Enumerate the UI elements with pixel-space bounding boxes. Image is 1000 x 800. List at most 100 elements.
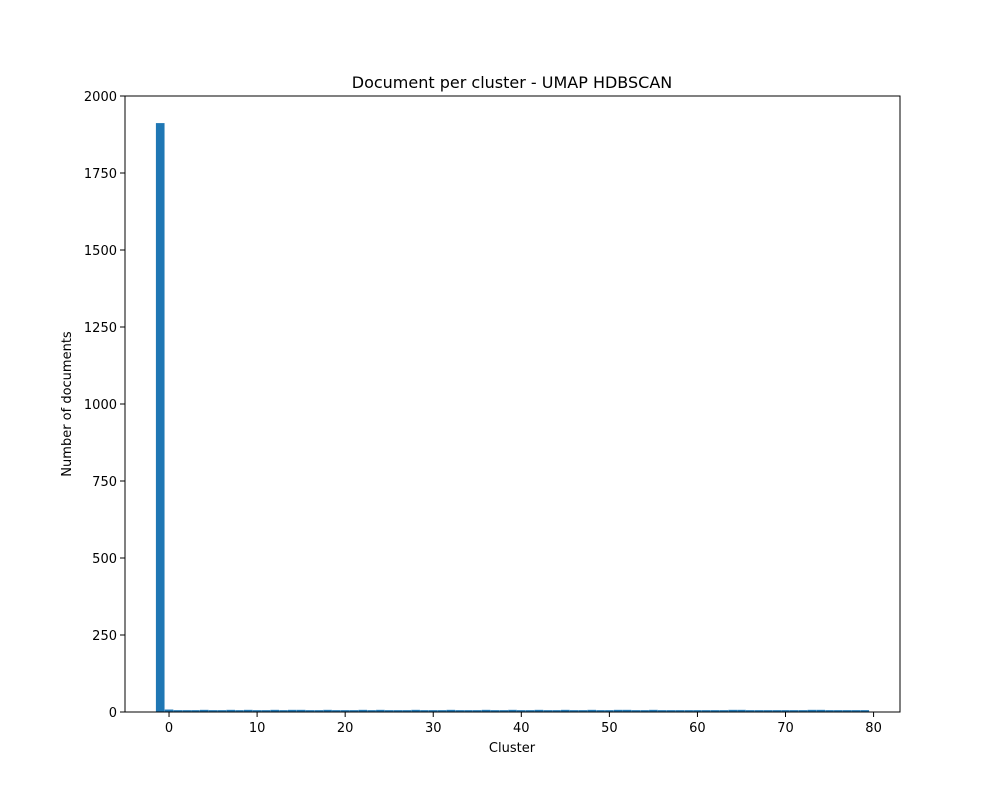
x-tick-label: 20 bbox=[337, 721, 354, 736]
bar-cluster-9 bbox=[243, 709, 253, 712]
bars-group bbox=[155, 123, 870, 713]
bar-cluster-34 bbox=[464, 710, 473, 712]
bar-cluster-15 bbox=[296, 709, 306, 712]
bar-cluster-20 bbox=[340, 710, 350, 712]
bar-cluster-44 bbox=[552, 710, 561, 712]
chart-title: Document per cluster - UMAP HDBSCAN bbox=[352, 73, 672, 92]
bar-cluster-37 bbox=[490, 710, 500, 712]
bar-cluster-55 bbox=[649, 709, 658, 712]
x-tick-label: 70 bbox=[777, 721, 794, 736]
bar-cluster-45 bbox=[561, 709, 570, 712]
bar-cluster-79 bbox=[860, 710, 870, 712]
bar-cluster-14 bbox=[288, 709, 297, 712]
bar-cluster-21 bbox=[349, 710, 359, 712]
x-axis-label: Cluster bbox=[489, 741, 536, 756]
bar-cluster-1 bbox=[173, 710, 183, 712]
bar-cluster-3 bbox=[191, 710, 200, 712]
bar-cluster-7 bbox=[226, 709, 235, 712]
x-tick-label: 60 bbox=[689, 721, 706, 736]
bar-cluster-63 bbox=[719, 710, 729, 712]
bar-cluster-22 bbox=[358, 709, 368, 712]
bar-cluster-43 bbox=[543, 710, 553, 712]
bar-cluster-60 bbox=[693, 710, 702, 712]
x-tick-label: 30 bbox=[425, 721, 442, 736]
y-tick-label: 1500 bbox=[84, 244, 117, 259]
bar-cluster-69 bbox=[772, 710, 782, 712]
bar-cluster-61 bbox=[701, 710, 711, 712]
x-tick-label: 50 bbox=[601, 721, 618, 736]
bar-cluster-65 bbox=[737, 709, 746, 712]
bar-cluster-0 bbox=[164, 709, 174, 712]
y-tick-label: 0 bbox=[109, 706, 117, 721]
plot-frame bbox=[124, 95, 901, 713]
bar-cluster-26 bbox=[393, 710, 403, 712]
bar-cluster-72 bbox=[798, 710, 808, 712]
x-axis-ticks: 0 10 20 30 40 50 60 70 80 bbox=[165, 712, 882, 736]
bar-cluster-47 bbox=[578, 710, 588, 712]
bar-cluster-46 bbox=[569, 710, 579, 712]
bar-cluster-36 bbox=[481, 709, 491, 712]
bar-cluster-40 bbox=[516, 710, 526, 712]
bar-cluster-77 bbox=[842, 710, 852, 712]
bar-cluster-49 bbox=[596, 710, 605, 712]
bar-cluster-50 bbox=[605, 710, 614, 712]
bar-cluster-13 bbox=[279, 710, 288, 712]
bar-cluster-12 bbox=[270, 709, 280, 712]
bar-cluster-68 bbox=[763, 710, 773, 712]
y-tick-label: 1000 bbox=[84, 398, 117, 413]
bar-cluster-31 bbox=[437, 710, 447, 712]
bar-cluster-17 bbox=[314, 710, 324, 712]
bar-cluster-64 bbox=[728, 709, 737, 712]
x-tick-label: 0 bbox=[165, 721, 173, 736]
bar-cluster-29 bbox=[420, 710, 429, 712]
bar-cluster-35 bbox=[472, 710, 482, 712]
bar-cluster-27 bbox=[402, 710, 412, 712]
bar-cluster-32 bbox=[446, 709, 456, 712]
bar-cluster-5 bbox=[208, 710, 218, 712]
bar-cluster--1 bbox=[155, 123, 165, 713]
bar-cluster-18 bbox=[323, 709, 332, 712]
y-tick-label: 250 bbox=[92, 629, 117, 644]
bar-cluster-19 bbox=[332, 710, 341, 712]
bar-cluster-52 bbox=[622, 709, 632, 712]
bar-cluster-74 bbox=[816, 709, 826, 712]
bar-cluster-42 bbox=[534, 709, 544, 712]
y-tick-label: 1750 bbox=[84, 167, 117, 182]
bar-cluster-24 bbox=[376, 709, 385, 712]
bar-cluster-75 bbox=[825, 710, 834, 712]
bar-cluster-57 bbox=[666, 710, 676, 712]
y-tick-label: 500 bbox=[92, 552, 117, 567]
bar-cluster-2 bbox=[182, 710, 191, 712]
bar-cluster-39 bbox=[508, 709, 517, 712]
bar-cluster-38 bbox=[499, 710, 509, 712]
bar-cluster-11 bbox=[261, 710, 271, 712]
y-tick-label: 750 bbox=[92, 475, 117, 490]
bar-cluster-8 bbox=[235, 710, 244, 712]
bar-cluster-71 bbox=[790, 710, 799, 712]
bar-cluster-62 bbox=[710, 710, 720, 712]
bar-cluster-51 bbox=[613, 709, 623, 712]
bar-cluster-54 bbox=[640, 710, 649, 712]
bar-cluster-76 bbox=[834, 710, 843, 712]
bar-cluster-59 bbox=[684, 710, 693, 712]
bar-cluster-73 bbox=[807, 709, 817, 712]
bar-cluster-33 bbox=[455, 710, 464, 712]
bar-cluster-23 bbox=[367, 710, 376, 712]
x-tick-label: 80 bbox=[865, 721, 882, 736]
bar-cluster-25 bbox=[384, 710, 394, 712]
bar-cluster-58 bbox=[675, 710, 685, 712]
x-tick-label: 10 bbox=[249, 721, 266, 736]
bar-cluster-4 bbox=[199, 709, 209, 712]
bar-cluster-41 bbox=[525, 710, 535, 712]
bar-cluster-6 bbox=[217, 710, 227, 712]
bar-cluster-56 bbox=[657, 710, 667, 712]
y-tick-label: 1250 bbox=[84, 321, 117, 336]
bar-cluster-48 bbox=[587, 709, 597, 712]
bar-cluster-10 bbox=[252, 710, 262, 712]
bar-cluster-30 bbox=[428, 710, 438, 712]
bar-cluster-66 bbox=[745, 710, 755, 712]
y-axis-label: Number of documents bbox=[60, 331, 75, 477]
x-tick-label: 40 bbox=[513, 721, 530, 736]
bar-cluster-78 bbox=[851, 710, 861, 712]
